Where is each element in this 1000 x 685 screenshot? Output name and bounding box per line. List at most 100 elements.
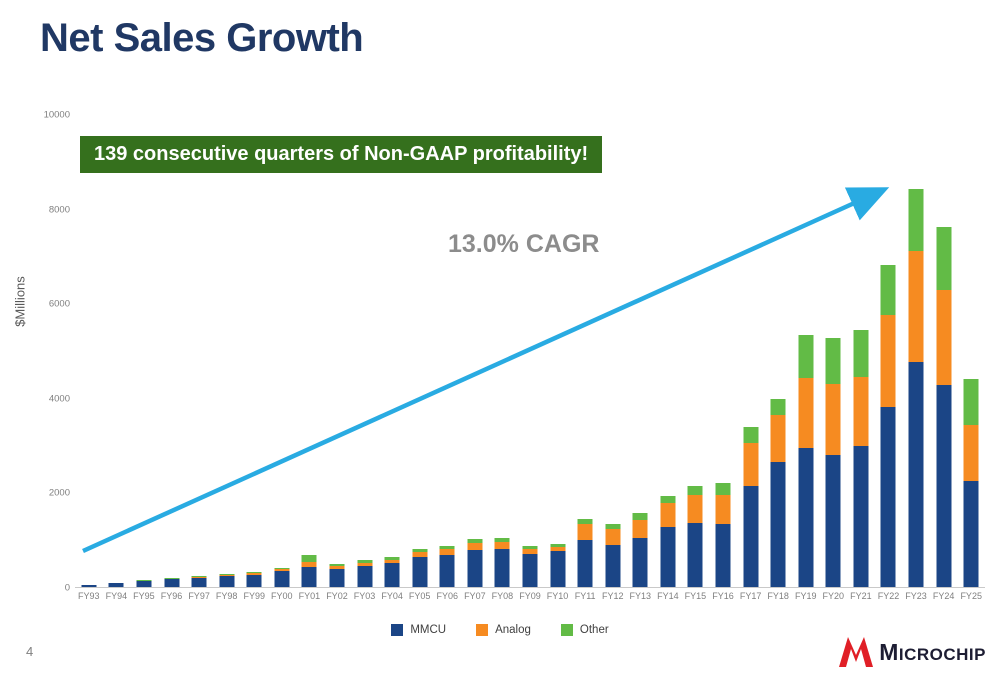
bar-segment-mmcu bbox=[81, 584, 97, 587]
bar-column bbox=[847, 115, 875, 587]
x-tick-label: FY16 bbox=[712, 591, 734, 601]
bar-segment-other bbox=[853, 330, 869, 377]
bar-segment-other bbox=[798, 334, 814, 378]
bar-segment-mmcu bbox=[384, 563, 400, 587]
bar-segment-mmcu bbox=[880, 406, 896, 587]
bar-segment-other bbox=[412, 549, 428, 553]
bar-segment-other bbox=[908, 188, 924, 252]
plot-area bbox=[75, 115, 985, 588]
bar-segment-analog bbox=[219, 574, 235, 577]
bar-segment-mmcu bbox=[798, 447, 814, 587]
y-tick-label: 8000 bbox=[48, 204, 70, 216]
x-tick-label: FY21 bbox=[850, 591, 872, 601]
bar-segment-other bbox=[246, 572, 262, 574]
bar-segment-analog bbox=[798, 377, 814, 448]
x-tick-label: FY20 bbox=[822, 591, 845, 601]
bar-segment-mmcu bbox=[357, 565, 373, 587]
bar-segment-mmcu bbox=[550, 551, 566, 587]
bar-segment-analog bbox=[853, 376, 869, 447]
bar-column bbox=[75, 115, 103, 587]
bar-segment-other bbox=[577, 518, 593, 525]
bar-column bbox=[902, 115, 930, 587]
bar-segment-analog bbox=[632, 519, 648, 539]
y-tick-label: 6000 bbox=[48, 298, 70, 310]
x-tick-label: FY95 bbox=[133, 591, 155, 601]
x-tick-label: FY98 bbox=[215, 591, 238, 601]
bar-column bbox=[240, 115, 268, 587]
bar-segment-analog bbox=[357, 562, 373, 566]
bar-column bbox=[875, 115, 903, 587]
bar-segment-other bbox=[963, 379, 979, 426]
bar-segment-analog bbox=[770, 414, 786, 462]
legend-item-analog: Analog bbox=[476, 624, 531, 636]
bar-segment-analog bbox=[715, 494, 731, 525]
bar-segment-other bbox=[550, 544, 566, 547]
bar-segment-mmcu bbox=[136, 580, 152, 587]
bar-column bbox=[764, 115, 792, 587]
x-tick-label: FY99 bbox=[243, 591, 265, 601]
bar-segment-analog bbox=[743, 443, 759, 486]
x-tick-label: FY10 bbox=[546, 591, 569, 601]
legend-swatch bbox=[476, 624, 489, 636]
bar-segment-other bbox=[743, 426, 759, 444]
x-tick-label: FY01 bbox=[298, 591, 321, 601]
bar-segment-mmcu bbox=[494, 549, 510, 587]
bar-column bbox=[709, 115, 737, 587]
bar-segment-mmcu bbox=[743, 485, 759, 587]
microchip-logo-text: Microchip bbox=[879, 638, 986, 665]
x-tick-label: FY00 bbox=[271, 591, 293, 601]
bar-segment-mmcu bbox=[467, 549, 483, 587]
x-tick-label: FY97 bbox=[188, 591, 210, 601]
bar-segment-other bbox=[825, 338, 841, 385]
bar-segment-mmcu bbox=[715, 524, 731, 587]
bar-column bbox=[158, 115, 186, 587]
bar-segment-analog bbox=[246, 573, 262, 575]
bar-segment-mmcu bbox=[301, 566, 317, 587]
x-tick-label: FY22 bbox=[877, 591, 900, 601]
bar-column bbox=[654, 115, 682, 587]
bar-column bbox=[433, 115, 461, 587]
x-tick-label: FY11 bbox=[574, 591, 596, 601]
bar-column bbox=[103, 115, 131, 587]
bar-segment-analog bbox=[577, 524, 593, 540]
x-tick-label: FY94 bbox=[105, 591, 128, 601]
bar-segment-analog bbox=[467, 542, 483, 550]
bar-segment-mmcu bbox=[246, 574, 262, 587]
x-tick-label: FY24 bbox=[932, 591, 955, 601]
bar-segment-other bbox=[274, 567, 290, 569]
bar-segment-mmcu bbox=[687, 522, 703, 587]
bar-segment-other bbox=[219, 574, 235, 575]
x-tick-label: FY17 bbox=[739, 591, 762, 601]
bar-segment-analog bbox=[274, 568, 290, 571]
legend: MMCU Analog Other bbox=[0, 624, 1000, 636]
bar-column bbox=[820, 115, 848, 587]
bar-segment-other bbox=[467, 539, 483, 543]
x-tick-label: FY13 bbox=[629, 591, 652, 601]
y-tick-label: 10000 bbox=[43, 109, 70, 121]
bar-segment-mmcu bbox=[191, 577, 207, 587]
bar-column bbox=[296, 115, 324, 587]
x-tick-label: FY96 bbox=[160, 591, 183, 601]
x-tick-label: FY08 bbox=[491, 591, 514, 601]
bar-segment-other bbox=[936, 226, 952, 291]
bar-segment-mmcu bbox=[439, 554, 455, 587]
x-tick-label: FY15 bbox=[684, 591, 707, 601]
bar-segment-mmcu bbox=[274, 570, 290, 587]
bar-segment-analog bbox=[963, 425, 979, 481]
bar-segment-mmcu bbox=[219, 576, 235, 587]
bar-segment-analog bbox=[191, 576, 207, 578]
y-tick-label: 0 bbox=[64, 582, 70, 594]
bar-segment-mmcu bbox=[605, 544, 621, 587]
bar-segment-analog bbox=[908, 251, 924, 363]
legend-item-mmcu: MMCU bbox=[391, 624, 446, 636]
bar-column bbox=[351, 115, 379, 587]
bar-segment-mmcu bbox=[632, 538, 648, 587]
bar-segment-other bbox=[329, 564, 345, 567]
bar-segment-analog bbox=[494, 541, 510, 550]
bar-segment-mmcu bbox=[825, 454, 841, 587]
bar-segment-other bbox=[605, 523, 621, 529]
legend-label: Analog bbox=[495, 624, 531, 636]
bar-segment-analog bbox=[384, 560, 400, 564]
y-tick-label: 4000 bbox=[48, 393, 70, 405]
